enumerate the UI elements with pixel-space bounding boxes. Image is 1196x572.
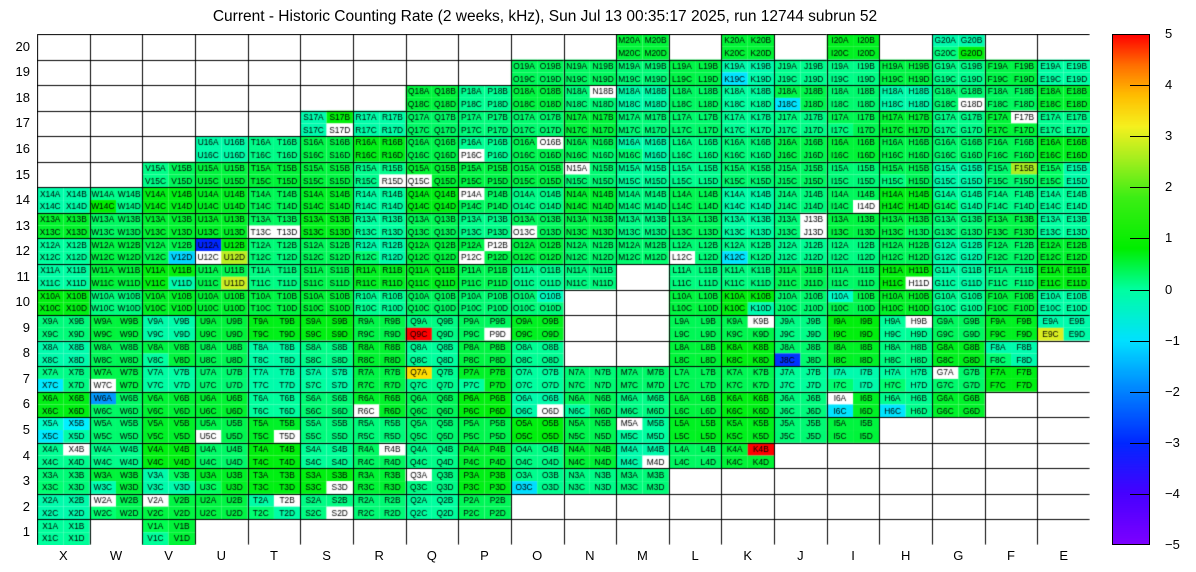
x-axis-label-I: I (851, 548, 855, 563)
colorbar-tick-3 (1130, 136, 1150, 137)
colorbar-tick--1 (1130, 341, 1150, 342)
y-axis-label-4: 4 (22, 447, 30, 463)
y-axis-label-18: 18 (15, 89, 30, 105)
y-axis-label-9: 9 (22, 319, 30, 335)
colorbar-tick--3 (1130, 443, 1150, 444)
y-axis-label-14: 14 (15, 192, 30, 208)
grid-canvas[interactable] (37, 34, 1090, 545)
colorbar-tick-1 (1130, 238, 1150, 239)
y-axis-label-6: 6 (22, 396, 30, 412)
colorbar-tick-2 (1130, 187, 1150, 188)
colorbar-label--5: −5 (1165, 537, 1180, 552)
y-axis-label-1: 1 (22, 524, 30, 540)
y-axis-label-5: 5 (22, 422, 30, 438)
x-axis-label-M: M (637, 548, 648, 563)
y-axis-label-7: 7 (22, 370, 30, 386)
x-axis-label-O: O (532, 548, 543, 563)
y-axis-label-15: 15 (15, 166, 30, 182)
page-title: Current - Historic Counting Rate (2 week… (212, 8, 878, 25)
colorbar-tick--4 (1130, 494, 1150, 495)
x-axis-label-W: W (109, 548, 123, 563)
x-axis-label-G: G (953, 548, 964, 563)
x-axis-label-K: K (743, 548, 753, 563)
x-axis-label-T: T (269, 548, 278, 563)
x-axis-label-V: V (164, 548, 173, 563)
x-axis-label-J: J (797, 548, 804, 563)
colorbar-tick-4 (1130, 85, 1150, 86)
x-axis-label-H: H (901, 548, 911, 563)
colorbar-label-0: 0 (1165, 281, 1173, 297)
x-axis-label-S: S (322, 548, 331, 563)
x-axis-label-R: R (374, 548, 384, 563)
colorbar-label-5: 5 (1165, 26, 1173, 41)
colorbar-label--3: −3 (1165, 434, 1180, 450)
x-axis-label-X: X (58, 548, 68, 563)
colorbar-label--4: −4 (1165, 485, 1180, 501)
x-axis-label-F: F (1007, 548, 1015, 563)
colorbar-tick-0 (1130, 290, 1150, 291)
y-axis-label-19: 19 (15, 64, 30, 80)
colorbar-label-4: 4 (1165, 77, 1173, 93)
detector-map[interactable] (37, 34, 1090, 545)
colorbar-label--1: −1 (1165, 332, 1180, 348)
colorbar-tick--2 (1130, 392, 1150, 393)
y-axis-label-13: 13 (15, 217, 30, 233)
x-axis-label-N: N (585, 548, 595, 563)
x-axis-label-L: L (691, 548, 699, 563)
colorbar-label-3: 3 (1165, 128, 1173, 144)
colorbar-label--2: −2 (1165, 383, 1180, 399)
x-axis-label-Q: Q (426, 548, 437, 563)
colorbar (1112, 34, 1150, 545)
y-axis-label-8: 8 (22, 345, 30, 361)
y-axis-label-20: 20 (15, 38, 30, 54)
y-axis-label-2: 2 (22, 498, 30, 514)
colorbar-label-1: 1 (1165, 230, 1173, 246)
y-axis-label-11: 11 (16, 268, 31, 284)
y-axis-label-12: 12 (15, 243, 30, 259)
y-axis-label-3: 3 (22, 473, 30, 489)
y-axis-label-10: 10 (15, 294, 30, 310)
colorbar-label-2: 2 (1165, 179, 1173, 195)
y-axis-label-17: 17 (15, 115, 30, 131)
y-axis-label-16: 16 (15, 140, 30, 156)
x-axis-label-E: E (1059, 548, 1068, 563)
x-axis-label-U: U (216, 548, 226, 563)
x-axis-label-P: P (480, 548, 489, 563)
